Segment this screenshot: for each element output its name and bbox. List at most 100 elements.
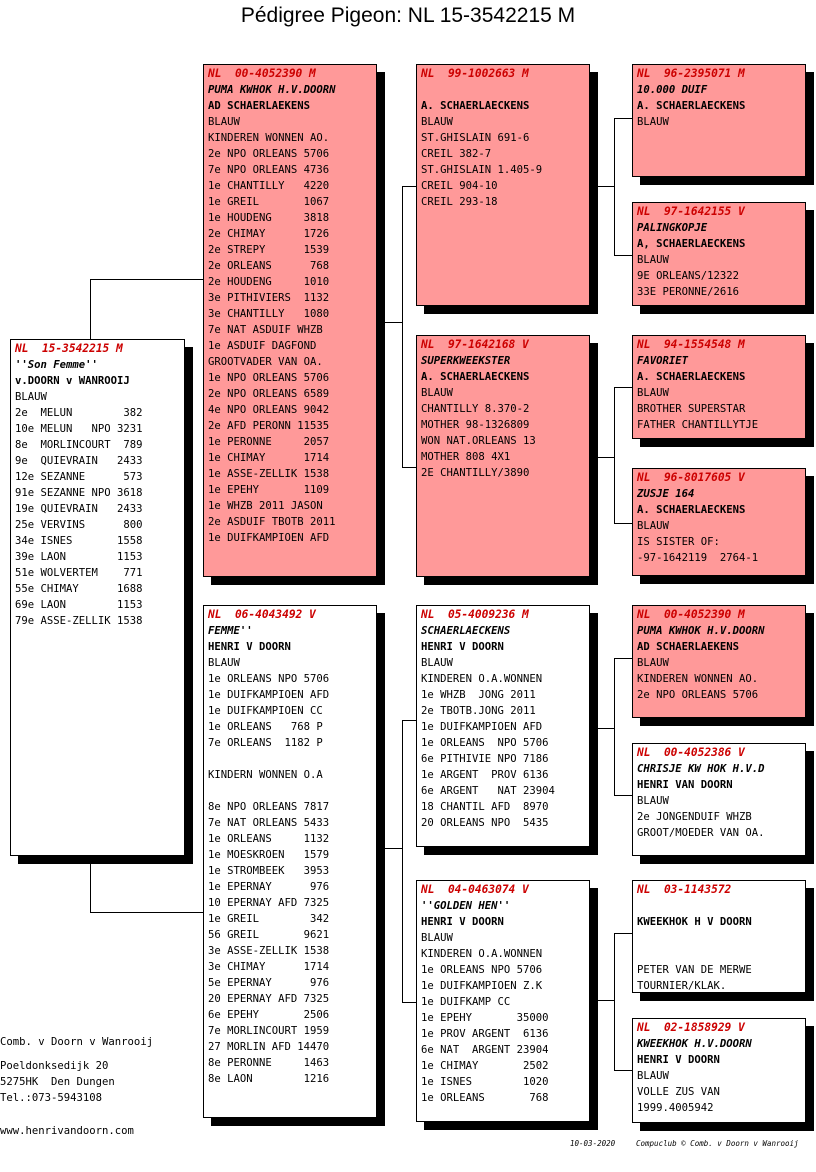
result-line: 3e PITHIVIERS 1132 <box>208 292 330 304</box>
result-line: 2E CHANTILLY/3890 <box>421 467 530 479</box>
result-line: 7e ORLEANS 1182 P <box>208 737 323 749</box>
result-line: GROOT/MOEDER VAN OA. <box>637 827 765 839</box>
result-line: ST.GHISLAIN 1.405-9 <box>421 164 543 176</box>
result-line: KINDEREN O.A.WONNEN <box>421 948 543 960</box>
connector-line <box>614 795 632 796</box>
result-line: 8e LAON 1216 <box>208 1073 330 1085</box>
pigeon-name: FAVORIET <box>637 355 689 367</box>
result-line <box>637 930 801 946</box>
result-line: CREIL 904-10 <box>421 180 498 192</box>
connector-line <box>614 118 632 119</box>
connector-line <box>596 728 614 729</box>
result-line: 1e CHIMAY 1714 <box>208 452 330 464</box>
connector-line <box>614 933 615 1071</box>
breeder-name: HENRI V DOORN <box>421 916 504 928</box>
connector-line <box>402 186 416 187</box>
connector-line <box>402 720 403 1003</box>
owner-name: Comb. v Doorn v Wanrooij <box>0 1036 154 1048</box>
ring-number: NL 94-1554548 M <box>637 338 745 351</box>
result-line: 1e NPO ORLEANS 5706 <box>208 372 330 384</box>
result-line: BLAUW <box>421 116 453 128</box>
pigeon-name: SUPERKWEEKSTER <box>421 355 511 367</box>
pigeon-name <box>421 82 585 98</box>
result-line: 6e ARGENT NAT 23904 <box>421 785 555 797</box>
breeder-name: AD SCHAERLAEKENS <box>637 641 740 653</box>
result-line: 18 CHANTIL AFD 8970 <box>421 801 549 813</box>
breeder-name: HENRI VAN DOORN <box>637 779 733 791</box>
website-link[interactable]: www.henrivandoorn.com <box>0 1125 134 1137</box>
pigeon-card-mother: NL 06-4043492 V FEMME'' HENRI V DOORN BLAUW… <box>203 605 377 1118</box>
connector-line <box>614 933 632 934</box>
result-line: 6e EPEHY 2506 <box>208 1009 330 1021</box>
connector-line <box>614 658 632 659</box>
result-line: 1e WHZB JONG 2011 <box>421 689 536 701</box>
result-line: 1e EPEHY 35000 <box>421 1012 549 1024</box>
result-line: 2e NPO ORLEANS 5706 <box>208 148 330 160</box>
connector-line <box>614 118 615 256</box>
result-line: WON NAT.ORLEANS 13 <box>421 435 536 447</box>
result-line: 2e TBOTB.JONG 2011 <box>421 705 536 717</box>
result-line: 1e ORLEANS NPO 5706 <box>421 964 543 976</box>
result-line: 1e WHZB 2011 JASON <box>208 500 323 512</box>
ring-number: NL 04-0463074 V <box>421 883 529 896</box>
result-line: 1e DUIFKAMPIOEN CC <box>208 705 323 717</box>
result-line: KINDEREN O.A.WONNEN <box>421 673 543 685</box>
result-line: 9E ORLEANS/12322 <box>637 270 740 282</box>
owner-street: Poeldonksedijk 20 <box>0 1060 109 1072</box>
result-line: CREIL 382-7 <box>421 148 492 160</box>
result-line: 7e NPO ORLEANS 4736 <box>208 164 330 176</box>
result-line: BROTHER SUPERSTAR <box>637 403 746 415</box>
connector-line <box>614 387 632 388</box>
result-line: 10e MELUN NPO 3231 <box>15 423 143 435</box>
result-line: 1e ARGENT PROV 6136 <box>421 769 549 781</box>
pigeon-card-ggp-2: NL 97-1642155 V PALINGKOPJE A, SCHAERLAECK… <box>632 202 806 306</box>
result-line: 2e NPO ORLEANS 5706 <box>637 689 759 701</box>
ring-number: NL 96-8017605 V <box>637 471 745 484</box>
result-line: BLAUW <box>637 1070 669 1082</box>
result-line <box>208 783 372 799</box>
result-line: 3e CHIMAY 1714 <box>208 961 330 973</box>
connector-line <box>384 848 402 849</box>
connector-line <box>90 279 91 341</box>
ring-number: NL 06-4043492 V <box>208 608 316 621</box>
result-line: 20 EPERNAY AFD 7325 <box>208 993 330 1005</box>
result-line: 8e NPO ORLEANS 7817 <box>208 801 330 813</box>
result-line: 2e CHIMAY 1726 <box>208 228 330 240</box>
result-line: 7e MORLINCOURT 1959 <box>208 1025 330 1037</box>
result-line: KINDEREN WONNEN AO. <box>208 132 330 144</box>
result-line: 6e NAT ARGENT 23904 <box>421 1044 549 1056</box>
pigeon-name: KWEEKHOK H.V.DOORN <box>637 1038 752 1050</box>
ring-number: NL 99-1002663 M <box>421 67 529 80</box>
result-line: BLAUW <box>637 657 669 669</box>
result-line: 25e VERVINS 800 <box>15 519 143 531</box>
connector-line <box>596 457 614 458</box>
result-line: 1e CHANTILLY 4220 <box>208 180 330 192</box>
result-line: 1e ORLEANS 1132 <box>208 833 330 845</box>
breeder-name: HENRI V DOORN <box>421 641 504 653</box>
result-line: 39e LAON 1153 <box>15 551 143 563</box>
connector-line <box>614 1070 632 1071</box>
breeder-name: A, SCHAERLAECKENS <box>637 238 746 250</box>
result-line: FATHER CHANTILLYTJE <box>637 419 759 431</box>
result-line: 1e EPERNAY 976 <box>208 881 330 893</box>
ring-number: NL 97-1642155 V <box>637 205 745 218</box>
result-line: 1e DUIFKAMPIOEN AFD <box>208 532 330 544</box>
ring-number: NL 97-1642168 V <box>421 338 529 351</box>
connector-line <box>596 1000 614 1001</box>
pigeon-card-maternal-grandfather: NL 05-4009236 M SCHAERLAECKENS HENRI V DOO… <box>416 605 590 847</box>
result-line: 7e NAT ASDUIF WHZB <box>208 324 323 336</box>
pigeon-card-ggp-8: NL 02-1858929 V KWEEKHOK H.V.DOORN HENRI V… <box>632 1018 806 1123</box>
ring-number: NL 96-2395071 M <box>637 67 745 80</box>
pigeon-card-ggp-3: NL 94-1554548 M FAVORIET A. SCHAERLAECKENS… <box>632 335 806 439</box>
result-line: 1e ISNES 1020 <box>421 1076 549 1088</box>
pigeon-card-father: NL 00-4052390 M PUMA KWHOK H.V.DOORN AD SC… <box>203 64 377 577</box>
result-line: 1e CHIMAY 2502 <box>421 1060 549 1072</box>
result-line <box>637 946 801 962</box>
result-line <box>208 751 372 767</box>
result-line: 2e ORLEANS 768 <box>208 260 330 272</box>
result-line: 1999.4005942 <box>637 1102 714 1114</box>
breeder-name: v.DOORN v WANROOIJ <box>15 375 130 387</box>
result-line: 1e STROMBEEK 3953 <box>208 865 330 877</box>
pigeon-name: PUMA KWHOK H.V.DOORN <box>637 625 765 637</box>
result-line: 2e MELUN 382 <box>15 407 143 419</box>
